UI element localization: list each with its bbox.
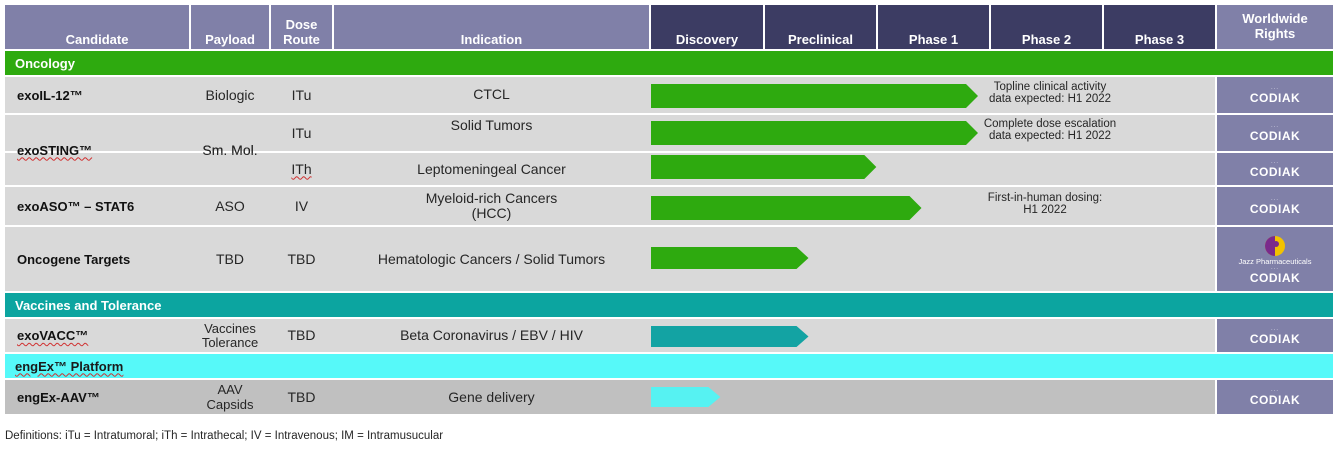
rights-label: CODIAK (1249, 393, 1301, 407)
header-payload: Payload (191, 5, 269, 49)
table-row (5, 115, 1215, 151)
category-vaccines: Vaccines and Tolerance (5, 293, 1333, 317)
header-stage-discovery: Discovery (651, 5, 763, 49)
indication-cell: Leptomeningeal Cancer (417, 160, 566, 177)
payload-cell: ASO (215, 197, 245, 214)
rights-label: CODIAK (1249, 270, 1301, 285)
jazz-logo-icon (1265, 235, 1285, 256)
progress-arrow (651, 326, 809, 347)
indication-cell: Myeloid-rich Cancers (HCC) (425, 190, 558, 221)
rights-logo-codiak: ∙∙∙ CODIAK (1217, 380, 1333, 414)
table-row (5, 187, 1215, 225)
progress-arrow (651, 121, 978, 145)
candidate-name: exoIL-12™ (17, 87, 83, 103)
payload-cell: Biologic (205, 86, 255, 103)
milestone-note: Complete dose escalation data expected: … (983, 118, 1117, 142)
payload-cell: AAV Capsids (206, 382, 254, 412)
progress-arrow (651, 387, 721, 407)
indication-cell: Beta Coronavirus / EBV / HIV (400, 327, 583, 343)
route-cell: ITu (291, 86, 312, 103)
rights-logo-jazz-codiak: Jazz Pharmaceuticals ∙∙∙ CODIAK (1217, 227, 1333, 291)
route-cell: TBD (287, 327, 316, 343)
category-oncology: Oncology (5, 51, 1333, 75)
codiak-dots-icon: ∙∙∙ (1270, 86, 1279, 92)
indication-cell: Gene delivery (448, 388, 535, 405)
rights-logo-codiak: ∙∙∙ CODIAK (1217, 77, 1333, 113)
progress-arrow (651, 84, 978, 108)
indication-cell: Hematologic Cancers / Solid Tumors (377, 250, 606, 267)
candidate-name: Oncogene Targets (17, 251, 131, 267)
progress-arrow (651, 247, 809, 269)
payload-cell: TBD (216, 250, 244, 267)
codiak-dots-icon: ∙∙∙ (1270, 160, 1279, 166)
candidate-name: exoVACC™ (17, 328, 89, 343)
table-row (5, 153, 1215, 185)
rights-logo-codiak: ∙∙∙ CODIAK (1217, 153, 1333, 185)
candidate-name: exoSTING™ (17, 142, 93, 158)
route-cell: ITu (291, 124, 312, 141)
indication-cell: CTCL (473, 86, 510, 102)
header-stage-phase1: Phase 1 (878, 5, 989, 49)
indication-cell: Solid Tumors (450, 117, 533, 133)
category-platform: engEx™ Platform (5, 354, 1333, 378)
header-candidate: Candidate (5, 5, 189, 49)
codiak-dots-icon: ∙∙∙ (1270, 197, 1279, 203)
candidate-name: engEx-AAV™ (17, 389, 100, 405)
rights-label: CODIAK (1249, 331, 1301, 346)
milestone-note: First-in-human dosing: H1 2022 (987, 192, 1103, 216)
partner-label: Jazz Pharmaceuticals (1238, 256, 1312, 266)
rights-label: CODIAK (1249, 129, 1301, 143)
route-cell: ITh (291, 160, 312, 177)
route-cell: TBD (287, 388, 316, 405)
route-cell: TBD (287, 250, 316, 267)
header-dose-route: Dose Route (271, 5, 332, 49)
route-cell: IV (294, 197, 309, 214)
milestone-note: Topline clinical activity data expected:… (988, 81, 1112, 105)
payload-cell-merged: Sm. Mol. (202, 141, 258, 158)
rights-logo-codiak: ∙∙∙ CODIAK (1217, 115, 1333, 151)
table-row (5, 227, 1215, 291)
table-row (5, 380, 1215, 414)
codiak-dots-icon: ∙∙∙ (1270, 326, 1279, 333)
header-rights: Worldwide Rights (1217, 5, 1333, 49)
header-stage-phase2: Phase 2 (991, 5, 1102, 49)
definitions-footnote: Definitions: iTu = Intratumoral; iTh = I… (5, 430, 444, 442)
candidate-name: exoASO™ – STAT6 (17, 198, 135, 214)
rights-label: CODIAK (1249, 91, 1301, 105)
header-indication: Indication (334, 5, 649, 49)
rights-label: CODIAK (1249, 165, 1301, 179)
rights-logo-codiak: ∙∙∙ CODIAK (1217, 319, 1333, 352)
header-stage-phase3: Phase 3 (1104, 5, 1215, 49)
rights-logo-codiak: ∙∙∙ CODIAK (1217, 187, 1333, 225)
table-row (5, 77, 1215, 113)
header-stage-preclinical: Preclinical (765, 5, 876, 49)
rights-label: CODIAK (1249, 202, 1301, 216)
table-row (5, 319, 1215, 352)
progress-arrow (651, 196, 922, 220)
codiak-dots-icon: ∙∙∙ (1270, 124, 1279, 130)
payload-cell: Vaccines Tolerance (201, 320, 259, 350)
progress-arrow (651, 155, 877, 179)
codiak-dots-icon: ∙∙∙ (1270, 265, 1279, 272)
codiak-dots-icon: ∙∙∙ (1270, 388, 1279, 394)
